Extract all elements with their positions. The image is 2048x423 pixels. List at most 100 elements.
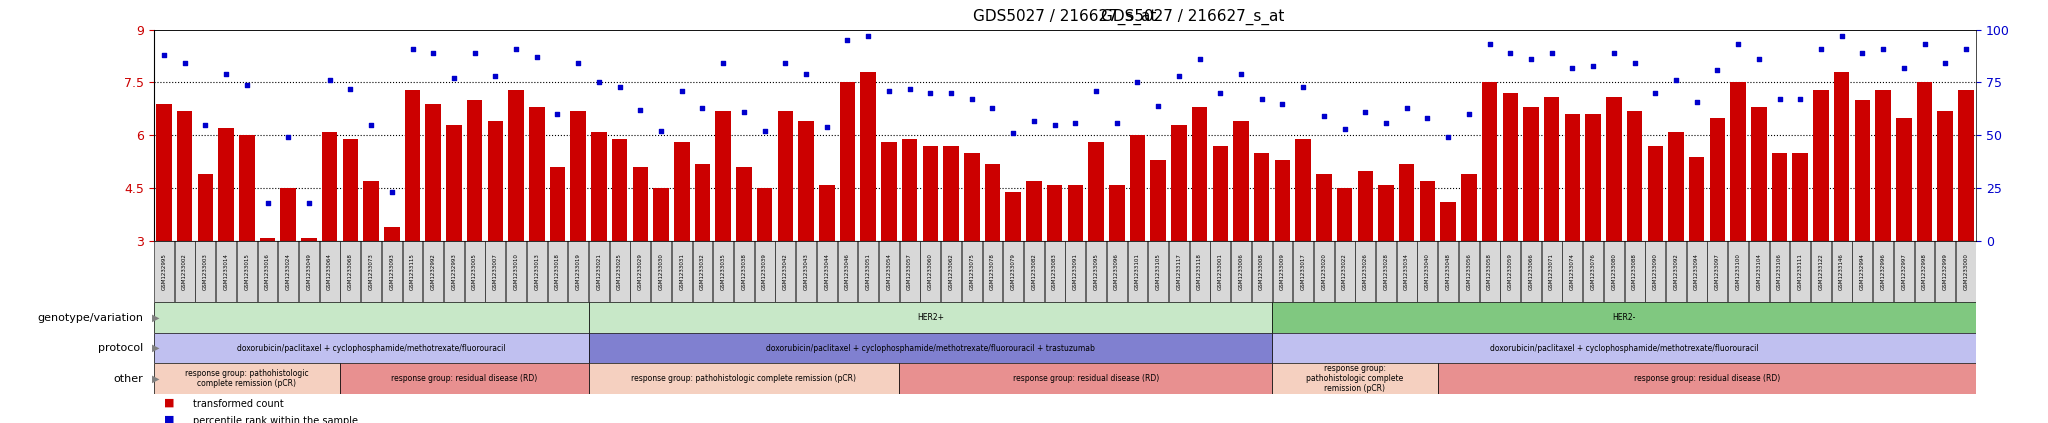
FancyBboxPatch shape: [444, 241, 465, 302]
Point: [1929, 60, 1962, 67]
Text: GSM1233088: GSM1233088: [1632, 253, 1636, 290]
Text: GSM1233057: GSM1233057: [907, 253, 911, 290]
Bar: [406, 90, 420, 241]
Text: GSM1233009: GSM1233009: [1280, 253, 1284, 290]
FancyBboxPatch shape: [1335, 241, 1354, 302]
Point: [1184, 56, 1217, 63]
FancyBboxPatch shape: [1874, 241, 1892, 302]
Text: GSM1233068: GSM1233068: [348, 253, 352, 290]
Point: [625, 107, 657, 113]
Point: [1100, 119, 1133, 126]
Text: GSM1233073: GSM1233073: [369, 253, 373, 290]
Bar: [1731, 82, 1745, 241]
Bar: [1710, 118, 1724, 241]
FancyBboxPatch shape: [1729, 241, 1749, 302]
Point: [520, 54, 553, 60]
FancyBboxPatch shape: [754, 241, 774, 302]
Text: GDS5027 / 216627_s_at: GDS5027 / 216627_s_at: [973, 8, 1157, 25]
FancyBboxPatch shape: [465, 241, 485, 302]
Text: GSM1232996: GSM1232996: [1880, 253, 1886, 290]
Point: [375, 189, 408, 196]
FancyBboxPatch shape: [1272, 302, 1976, 333]
FancyBboxPatch shape: [1106, 241, 1126, 302]
Text: ■: ■: [164, 398, 174, 408]
Bar: [860, 72, 877, 241]
FancyBboxPatch shape: [1376, 241, 1397, 302]
Point: [977, 104, 1010, 111]
Point: [1618, 60, 1651, 67]
Point: [1679, 98, 1712, 105]
FancyBboxPatch shape: [340, 241, 360, 302]
Point: [1722, 41, 1755, 48]
FancyBboxPatch shape: [1542, 241, 1563, 302]
Text: doxorubicin/paclitaxel + cyclophosphamide/methotrexate/fluorouracil + trastuzuma: doxorubicin/paclitaxel + cyclophosphamid…: [766, 343, 1096, 353]
FancyBboxPatch shape: [360, 241, 381, 302]
Text: GSM1233028: GSM1233028: [1384, 253, 1389, 290]
FancyBboxPatch shape: [1272, 363, 1438, 394]
FancyBboxPatch shape: [1044, 241, 1065, 302]
Bar: [1876, 90, 1890, 241]
FancyBboxPatch shape: [899, 363, 1272, 394]
Bar: [426, 104, 440, 241]
Bar: [1087, 143, 1104, 241]
Text: GSM1233066: GSM1233066: [1528, 253, 1534, 290]
FancyBboxPatch shape: [610, 241, 629, 302]
FancyBboxPatch shape: [631, 241, 651, 302]
Bar: [819, 185, 834, 241]
Text: GSM1233078: GSM1233078: [989, 253, 995, 290]
FancyBboxPatch shape: [1024, 241, 1044, 302]
FancyBboxPatch shape: [1604, 241, 1624, 302]
Point: [334, 85, 367, 92]
Point: [1432, 134, 1464, 141]
Bar: [1626, 111, 1642, 241]
Text: response group: pathohistologic complete remission (pCR): response group: pathohistologic complete…: [631, 374, 856, 383]
Bar: [758, 188, 772, 241]
FancyBboxPatch shape: [920, 241, 940, 302]
FancyBboxPatch shape: [1356, 241, 1376, 302]
Bar: [715, 111, 731, 241]
Bar: [1317, 174, 1331, 241]
Bar: [362, 181, 379, 241]
Point: [479, 73, 512, 80]
FancyBboxPatch shape: [588, 333, 1272, 363]
Point: [1350, 109, 1382, 115]
Text: GSM1233117: GSM1233117: [1176, 253, 1182, 290]
FancyBboxPatch shape: [1915, 241, 1935, 302]
Text: GSM1233076: GSM1233076: [1591, 253, 1595, 290]
Point: [252, 200, 285, 206]
Text: GSM1233074: GSM1233074: [1571, 253, 1575, 290]
FancyBboxPatch shape: [526, 241, 547, 302]
Text: GSM1233075: GSM1233075: [969, 253, 975, 290]
FancyBboxPatch shape: [1149, 241, 1167, 302]
Bar: [1460, 174, 1477, 241]
Point: [1804, 45, 1837, 52]
FancyBboxPatch shape: [1831, 241, 1851, 302]
Text: GSM1232994: GSM1232994: [1860, 253, 1866, 290]
Bar: [1690, 157, 1704, 241]
Bar: [944, 146, 958, 241]
FancyBboxPatch shape: [1292, 241, 1313, 302]
Bar: [571, 111, 586, 241]
FancyBboxPatch shape: [238, 241, 256, 302]
FancyBboxPatch shape: [1272, 333, 1976, 363]
Text: protocol: protocol: [98, 343, 143, 353]
Point: [1163, 73, 1196, 80]
FancyBboxPatch shape: [879, 241, 899, 302]
Point: [1329, 126, 1362, 132]
FancyBboxPatch shape: [1769, 241, 1790, 302]
FancyBboxPatch shape: [1169, 241, 1188, 302]
Point: [561, 60, 594, 67]
Point: [1659, 77, 1692, 84]
FancyBboxPatch shape: [154, 363, 340, 394]
FancyBboxPatch shape: [154, 333, 588, 363]
Bar: [322, 132, 338, 241]
Bar: [197, 174, 213, 241]
Text: GSM1233115: GSM1233115: [410, 253, 416, 290]
Bar: [1669, 132, 1683, 241]
Point: [1763, 96, 1796, 103]
Bar: [281, 188, 297, 241]
Text: GSM1233019: GSM1233019: [575, 253, 582, 290]
Text: GSM1233042: GSM1233042: [782, 253, 788, 290]
Bar: [1565, 114, 1581, 241]
Text: other: other: [113, 374, 143, 384]
